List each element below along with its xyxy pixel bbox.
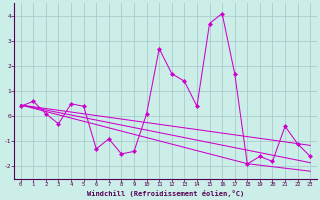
X-axis label: Windchill (Refroidissement éolien,°C): Windchill (Refroidissement éolien,°C) bbox=[87, 190, 244, 197]
